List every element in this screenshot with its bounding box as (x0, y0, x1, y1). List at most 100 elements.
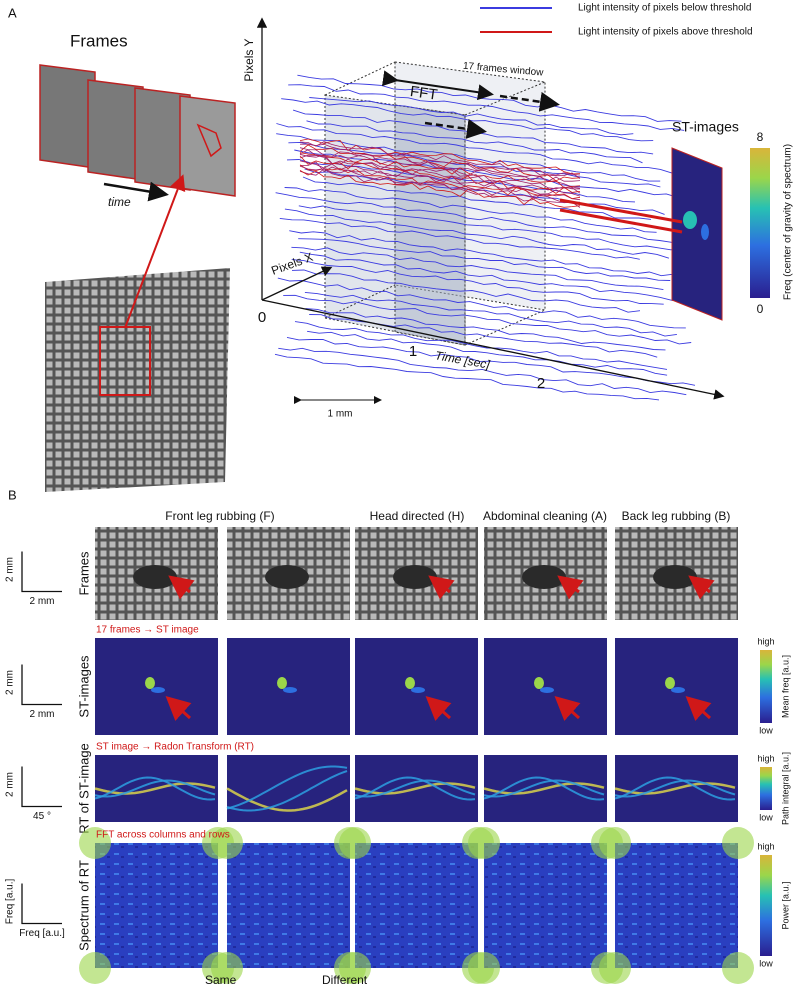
trace (289, 230, 674, 277)
bottom-label: Different (322, 973, 368, 987)
trace (284, 208, 670, 259)
trace (276, 123, 673, 174)
scale-label: 2 mm (5, 772, 16, 797)
panel-image (95, 843, 218, 968)
rt-curve (94, 779, 216, 798)
trace (283, 294, 692, 345)
rt-curve (226, 787, 348, 812)
st-blob (145, 677, 155, 689)
fly (522, 565, 566, 589)
panel-image (227, 843, 350, 968)
st-blob (283, 687, 297, 693)
time-tick: 2 (537, 375, 545, 392)
colorbar-label: Freq (center of gravity of spectrum) (783, 144, 794, 300)
st-title: ST-images (672, 119, 739, 135)
colorbar (760, 767, 772, 810)
time-tick: 1 (409, 343, 417, 360)
window-arrow (424, 119, 487, 139)
panel-image (615, 843, 738, 968)
rt-curve (483, 776, 605, 801)
arrow (685, 695, 712, 721)
colorbar-high: high (757, 841, 774, 851)
colorbar-low: low (759, 812, 773, 822)
trace (299, 164, 581, 200)
panel-image (484, 843, 607, 968)
fly (265, 565, 309, 589)
spec-corner (722, 827, 754, 859)
column-title: Back leg rubbing (B) (622, 509, 731, 523)
trace (284, 187, 657, 233)
trace (298, 205, 695, 255)
mapping-arrow (559, 198, 683, 224)
bottom-label: Same (205, 973, 237, 987)
trace (306, 120, 643, 164)
spec-corner (211, 827, 243, 859)
mapping-arrow (559, 208, 683, 234)
st-image (671, 147, 723, 321)
trace (286, 336, 696, 386)
trace (299, 152, 581, 189)
colorbar-label: Path integral [a.u.] (780, 752, 790, 825)
time-arrow (103, 181, 169, 202)
fly (653, 565, 697, 589)
trace (304, 291, 677, 337)
colorbar (760, 650, 772, 723)
trace (302, 176, 652, 220)
row-label: Frames (76, 551, 91, 596)
axis-label: Pixels Y (242, 38, 256, 81)
trace (309, 97, 634, 136)
panel-label: A (8, 5, 17, 20)
colorbar (750, 148, 770, 298)
trace (299, 155, 581, 194)
spec-corner (468, 952, 500, 984)
trace (299, 138, 581, 175)
st-blob (151, 687, 165, 693)
time-label: time (108, 195, 131, 209)
colorbar-min: 0 (757, 302, 764, 316)
colorbar (760, 855, 772, 956)
spec-corner (211, 952, 243, 984)
colorbar-low: low (759, 725, 773, 735)
colorbar-high: high (757, 753, 774, 763)
arrow (428, 575, 455, 600)
colorbar-high: high (757, 636, 774, 646)
fly-image (45, 268, 230, 492)
scale-label: 45 ° (33, 811, 51, 822)
rt-curve (354, 776, 476, 801)
arrow (425, 695, 452, 721)
trace (299, 170, 581, 208)
arrow (168, 575, 195, 600)
trace (279, 217, 640, 260)
row-label: ST-images (76, 655, 91, 718)
scale-label: 2 mm (5, 557, 16, 582)
column-title: Abdominal cleaning (A) (483, 509, 607, 523)
rt-curve (614, 782, 736, 795)
rt-curve (354, 779, 476, 798)
scale-label: 2 mm (30, 709, 55, 720)
spec-corner (79, 952, 111, 984)
row-label: Spectrum of RT (76, 860, 91, 951)
trace (294, 321, 668, 370)
trace (294, 149, 679, 199)
axis-label: Pixels X (269, 250, 315, 278)
rt-curve (483, 782, 605, 795)
row-note: FFT across columns and rows (96, 830, 230, 841)
fft-label: FFT (409, 83, 439, 104)
trace (300, 161, 581, 201)
trace (288, 84, 685, 131)
spec-corner (468, 827, 500, 859)
x-axis (261, 266, 333, 301)
rt-curve (94, 776, 216, 801)
panel-image (484, 638, 607, 735)
spec-corner (339, 952, 371, 984)
colorbar-label: Power [a.u.] (780, 881, 790, 929)
scale-bar (21, 883, 62, 925)
scale-bar (21, 664, 62, 706)
frame-stack (39, 64, 236, 197)
colorbar-max: 8 (757, 130, 764, 144)
fly (393, 565, 437, 589)
panel-image (95, 638, 218, 735)
scale-label: 1 mm (328, 409, 353, 420)
trace (276, 133, 661, 182)
